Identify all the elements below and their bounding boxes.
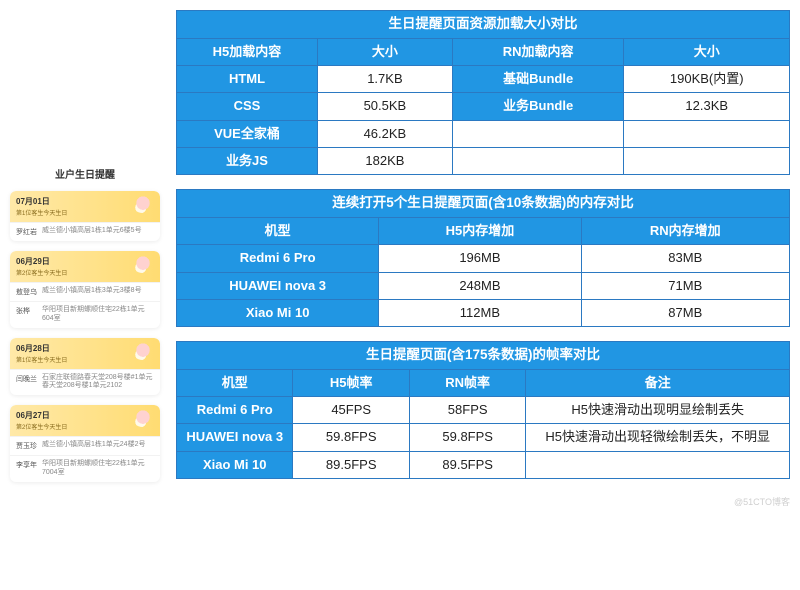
cake-icon <box>132 195 154 213</box>
column-header: RN帧率 <box>409 369 525 396</box>
data-cell <box>624 147 790 174</box>
birthday-card: 06月27日第2位客生今天生日贾玉珍威兰德小镇高层1栋1单元24楼2号李享年华阳… <box>10 405 160 482</box>
person-name: 罗红岩 <box>16 227 38 237</box>
person-name: 贾玉珍 <box>16 441 38 451</box>
column-header: 大小 <box>624 38 790 65</box>
table-memory: 连续打开5个生日提醒页面(含10条数据)的内存对比机型H5内存增加RN内存增加R… <box>176 189 790 327</box>
data-cell <box>624 120 790 147</box>
data-cell: 182KB <box>317 147 452 174</box>
data-cell: 89.5FPS <box>409 451 525 478</box>
data-cell: 112MB <box>379 299 581 326</box>
person-name: 敖登乌 <box>16 287 38 297</box>
data-cell: 1.7KB <box>317 66 452 93</box>
column-header: RN内存增加 <box>581 218 789 245</box>
cake-icon <box>132 255 154 273</box>
data-cell: 59.8FPS <box>293 424 409 451</box>
card-head: 06月29日第2位客生今天生日 <box>10 251 160 282</box>
birthday-card: 06月28日第1位客生今天生日闫晚兰石家庄联德路春天堂208号楼#1单元春天堂2… <box>10 338 160 396</box>
person-address: 华阳项目新期螺顺住宅22栋1单元604室 <box>42 306 154 324</box>
column-header: H5加载内容 <box>177 38 318 65</box>
card-row: 贾玉珍威兰德小镇高层1栋1单元24楼2号 <box>10 436 160 455</box>
table-fps: 生日提醒页面(含175条数据)的帧率对比机型H5帧率RN帧率备注Redmi 6 … <box>176 341 790 479</box>
table-title: 生日提醒页面(含175条数据)的帧率对比 <box>177 342 790 370</box>
birthday-card: 07月01日第1位客生今天生日罗红岩威兰德小镇高层1栋1单元6楼5号 <box>10 191 160 241</box>
data-cell: 248MB <box>379 272 581 299</box>
watermark: @51CTO博客 <box>176 495 790 508</box>
data-cell: 83MB <box>581 245 789 272</box>
table-title: 生日提醒页面资源加载大小对比 <box>177 11 790 39</box>
row-label: HUAWEI nova 3 <box>177 424 293 451</box>
data-cell <box>452 120 624 147</box>
data-cell: H5快速滑动出现明显绘制丢失 <box>526 397 790 424</box>
person-address: 石家庄联德路春天堂208号楼#1单元春天堂208号楼1单元2102 <box>42 374 154 392</box>
table-title: 连续打开5个生日提醒页面(含10条数据)的内存对比 <box>177 190 790 218</box>
data-cell <box>526 451 790 478</box>
table-row: 业务JS182KB <box>177 147 790 174</box>
column-header: 机型 <box>177 369 293 396</box>
birthday-card: 06月29日第2位客生今天生日敖登乌威兰德小镇高层1栋3单元3楼8号张桦华阳项目… <box>10 251 160 328</box>
card-head: 06月28日第1位客生今天生日 <box>10 338 160 369</box>
table-row: Redmi 6 Pro196MB83MB <box>177 245 790 272</box>
data-cell: H5快速滑动出现轻微绘制丢失，不明显 <box>526 424 790 451</box>
column-header: 备注 <box>526 369 790 396</box>
column-header: 机型 <box>177 218 379 245</box>
person-address: 威兰德小镇高层1栋1单元24楼2号 <box>42 441 154 451</box>
data-cell: 12.3KB <box>624 93 790 120</box>
column-header: H5内存增加 <box>379 218 581 245</box>
data-cell: 59.8FPS <box>409 424 525 451</box>
row-label: Redmi 6 Pro <box>177 397 293 424</box>
data-cell: 58FPS <box>409 397 525 424</box>
row-label: Redmi 6 Pro <box>177 245 379 272</box>
data-cell: 71MB <box>581 272 789 299</box>
column-header: RN加载内容 <box>452 38 624 65</box>
card-row: 罗红岩威兰德小镇高层1栋1单元6楼5号 <box>10 222 160 241</box>
person-name: 张桦 <box>16 306 38 324</box>
row-label: 基础Bundle <box>452 66 624 93</box>
card-row: 李享年华阳项目新期螺顺住宅22栋1单元7004室 <box>10 455 160 482</box>
table-row: HTML1.7KB基础Bundle190KB(内置) <box>177 66 790 93</box>
row-label: HTML <box>177 66 318 93</box>
row-label: 业务JS <box>177 147 318 174</box>
data-cell: 87MB <box>581 299 789 326</box>
person-name: 闫晚兰 <box>16 374 38 392</box>
card-row: 敖登乌威兰德小镇高层1栋3单元3楼8号 <box>10 282 160 301</box>
card-head: 06月27日第2位客生今天生日 <box>10 405 160 436</box>
data-cell: 89.5FPS <box>293 451 409 478</box>
data-cell: 50.5KB <box>317 93 452 120</box>
phone-title: 业户生日提醒 <box>10 160 160 191</box>
table-row: CSS50.5KB业务Bundle12.3KB <box>177 93 790 120</box>
data-cell <box>452 147 624 174</box>
phone-mock: 业户生日提醒 07月01日第1位客生今天生日罗红岩威兰德小镇高层1栋1单元6楼5… <box>10 160 160 508</box>
tables-column: 生日提醒页面资源加载大小对比H5加载内容大小RN加载内容大小HTML1.7KB基… <box>176 10 790 508</box>
row-label: Xiao Mi 10 <box>177 451 293 478</box>
table-row: HUAWEI nova 359.8FPS59.8FPSH5快速滑动出现轻微绘制丢… <box>177 424 790 451</box>
row-label: CSS <box>177 93 318 120</box>
row-label: 业务Bundle <box>452 93 624 120</box>
card-row: 闫晚兰石家庄联德路春天堂208号楼#1单元春天堂208号楼1单元2102 <box>10 369 160 396</box>
card-head: 07月01日第1位客生今天生日 <box>10 191 160 222</box>
data-cell: 196MB <box>379 245 581 272</box>
cake-icon <box>132 409 154 427</box>
person-address: 威兰德小镇高层1栋1单元6楼5号 <box>42 227 154 237</box>
person-address: 威兰德小镇高层1栋3单元3楼8号 <box>42 287 154 297</box>
table-row: Redmi 6 Pro45FPS58FPSH5快速滑动出现明显绘制丢失 <box>177 397 790 424</box>
card-row: 张桦华阳项目新期螺顺住宅22栋1单元604室 <box>10 301 160 328</box>
row-label: Xiao Mi 10 <box>177 299 379 326</box>
row-label: HUAWEI nova 3 <box>177 272 379 299</box>
person-address: 华阳项目新期螺顺住宅22栋1单元7004室 <box>42 460 154 478</box>
data-cell: 46.2KB <box>317 120 452 147</box>
cake-icon <box>132 342 154 360</box>
person-name: 李享年 <box>16 460 38 478</box>
row-label: VUE全家桶 <box>177 120 318 147</box>
table-row: Xiao Mi 1089.5FPS89.5FPS <box>177 451 790 478</box>
table-row: VUE全家桶46.2KB <box>177 120 790 147</box>
table-resource-load: 生日提醒页面资源加载大小对比H5加载内容大小RN加载内容大小HTML1.7KB基… <box>176 10 790 175</box>
table-row: HUAWEI nova 3248MB71MB <box>177 272 790 299</box>
column-header: 大小 <box>317 38 452 65</box>
data-cell: 45FPS <box>293 397 409 424</box>
table-row: Xiao Mi 10112MB87MB <box>177 299 790 326</box>
data-cell: 190KB(内置) <box>624 66 790 93</box>
column-header: H5帧率 <box>293 369 409 396</box>
